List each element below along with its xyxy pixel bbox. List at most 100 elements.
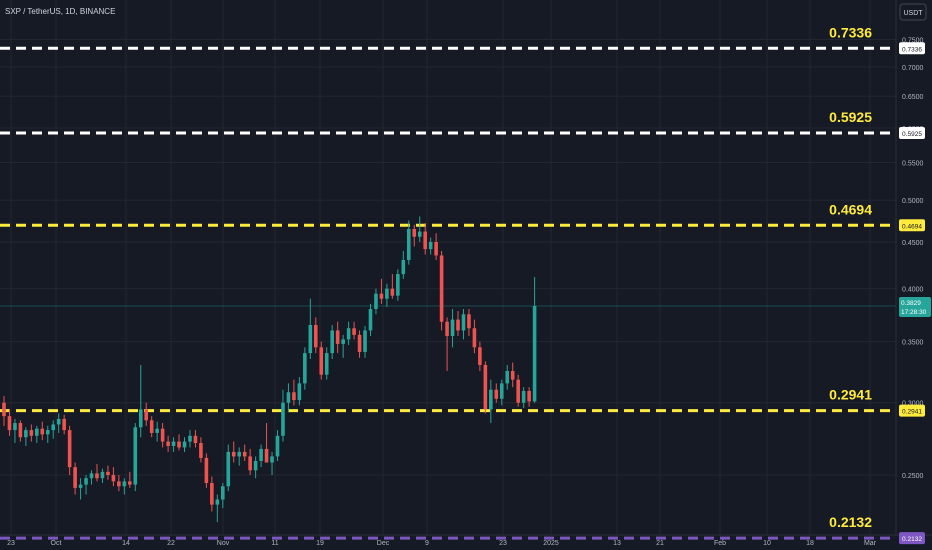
level-price-tag-text: 0.7336 <box>902 46 922 53</box>
candle-body <box>253 460 258 471</box>
candle-body <box>417 231 422 237</box>
candle-body <box>428 241 433 250</box>
candle-body <box>396 274 400 296</box>
price-tick-label: 0.5000 <box>902 198 924 205</box>
candle-body <box>335 330 340 344</box>
candle-body <box>67 430 72 468</box>
candle-body <box>149 420 154 433</box>
candle-body <box>379 293 384 299</box>
price-tick-label: 0.5500 <box>902 160 924 167</box>
grid-lines <box>0 0 896 535</box>
currency-button-label[interactable]: USDT <box>903 10 923 17</box>
candle-body <box>231 451 236 457</box>
price-tick-label: 0.7000 <box>902 65 924 72</box>
level-price-tag <box>899 42 925 55</box>
candle-body <box>35 428 39 436</box>
candle-body <box>308 324 313 354</box>
candle-body <box>73 467 77 488</box>
level-label: 0.4694 <box>829 201 872 217</box>
candle-body <box>401 260 406 275</box>
candle-body <box>188 435 192 442</box>
candle-body <box>89 473 94 479</box>
candle-body <box>210 483 214 505</box>
candle-body <box>292 392 296 401</box>
time-tick-label: 9 <box>425 540 429 547</box>
candle-body <box>489 389 493 410</box>
candle-body <box>51 424 56 431</box>
candle-body <box>434 241 438 256</box>
level-price-tag-text: 0.4694 <box>902 223 922 230</box>
candle-body <box>18 423 23 438</box>
time-tick-label: Feb <box>714 540 726 547</box>
candle-body <box>363 330 367 352</box>
candle-body <box>374 293 378 310</box>
candle-body <box>78 484 83 488</box>
current-price-value: 0.3829 <box>901 300 921 307</box>
level-price-tag <box>899 404 925 417</box>
candle-body <box>368 309 373 331</box>
candle-body <box>237 451 242 457</box>
candle-body <box>281 402 285 436</box>
candle-body <box>242 451 247 457</box>
level-price-tag <box>899 532 925 545</box>
candle-body <box>84 478 88 485</box>
candle-body <box>412 228 417 237</box>
price-tick-label: 0.3000 <box>902 401 924 408</box>
candle-body <box>352 328 356 335</box>
candle-body <box>450 319 455 336</box>
time-tick-label: 22 <box>167 540 175 547</box>
time-tick-label: 2025 <box>543 540 559 547</box>
current-price-tag <box>899 297 931 318</box>
candle-body <box>133 427 138 485</box>
candle-body <box>248 456 252 471</box>
candle-body <box>456 319 460 331</box>
candle-body <box>177 441 181 448</box>
candle-body <box>160 428 165 442</box>
horizontal-levels[interactable]: 0.7336 0.5925 0.4694 0.2941 0.2132 <box>0 24 896 540</box>
candle-body <box>45 430 50 435</box>
level-price-tag <box>899 219 925 232</box>
time-axis[interactable]: 23 Oct 14 22 Nov 11 19 Dec 9 23 2025 13 21 Feb 10 18 Mar <box>7 540 877 547</box>
candlestick-series <box>2 216 537 523</box>
candle-body <box>62 418 66 431</box>
candle-body <box>138 409 143 428</box>
candle-body <box>494 389 499 399</box>
candle-body <box>95 473 99 479</box>
candle-body <box>29 430 34 436</box>
candle-body <box>171 441 176 446</box>
candle-body <box>303 353 307 384</box>
candle-countdown: 17:28:30 <box>901 309 927 316</box>
candle-body <box>56 418 61 425</box>
candle-body <box>221 486 225 500</box>
level-price-tag <box>899 126 925 139</box>
candle-body <box>128 481 132 485</box>
candle-body <box>13 423 17 431</box>
candle-body <box>144 409 149 421</box>
candle-body <box>346 328 351 340</box>
candle-body <box>204 457 209 484</box>
level-price-tag-text: 0.2941 <box>902 409 922 416</box>
candle-body <box>423 231 427 250</box>
price-tick-label: 0.4000 <box>902 287 924 294</box>
candle-body <box>270 456 274 463</box>
price-tick-label: 0.6500 <box>902 94 924 101</box>
candle-body <box>330 330 334 354</box>
time-tick-label: 19 <box>316 540 324 547</box>
candle-body <box>483 364 488 410</box>
candle-body <box>226 451 231 487</box>
candle-body <box>40 428 45 435</box>
time-tick-label: 23 <box>7 540 15 547</box>
candle-body <box>406 228 411 261</box>
time-tick-label: Oct <box>51 540 62 547</box>
level-label: 0.5925 <box>829 109 872 125</box>
currency-button[interactable]: USDT <box>899 3 927 21</box>
level-price-tag-text: 0.5925 <box>902 131 922 138</box>
candle-body <box>357 334 362 352</box>
price-tick-label: 0.3500 <box>902 340 924 347</box>
candle-body <box>324 353 329 375</box>
candle-body <box>532 306 537 402</box>
candle-body <box>122 481 127 487</box>
candle-body <box>275 435 280 457</box>
